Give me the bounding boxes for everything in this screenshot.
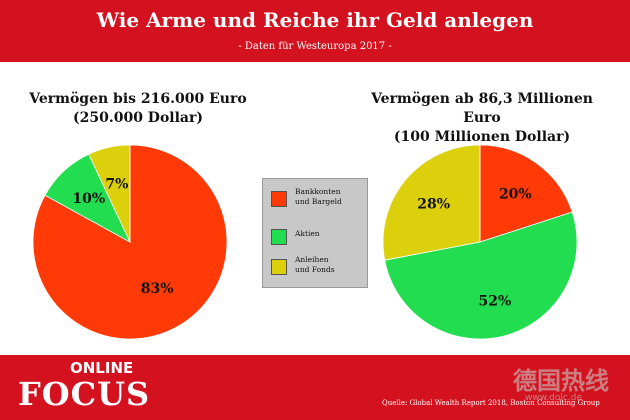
legend-label-line2: und Bargeld (295, 197, 342, 206)
pie-2-label-1: 52% (479, 293, 512, 309)
legend-swatch (271, 229, 287, 245)
chart-1-title-line2: (250.000 Dollar) (72, 110, 203, 126)
legend-swatch (271, 259, 287, 275)
chart-2-title: Vermögen ab 86,3 Millionen Euro (100 Mil… (352, 90, 612, 147)
pie-2-label-2: 28% (417, 197, 450, 213)
legend-label-line1: Aktien (295, 229, 320, 238)
legend: Bankkonten und Bargeld Aktien Anleihen u… (262, 178, 368, 288)
legend-label: Aktien (295, 229, 365, 239)
pie-1-slice-0 (32, 144, 228, 340)
source-note: Quelle: Global Wealth Report 2018, Bosto… (382, 399, 600, 407)
pie-1-slice-2 (88, 144, 131, 243)
legend-label-line1: Anleihen (295, 255, 329, 264)
page-subtitle: - Daten für Westeuropa 2017 - (238, 41, 392, 52)
legend-label: Bankkonten und Bargeld (295, 187, 365, 207)
legend-label-line1: Bankkonten (295, 187, 341, 196)
chart-1-title: Vermögen bis 216.000 Euro (250.000 Dolla… (8, 90, 268, 128)
legend-label-line2: und Fonds (295, 265, 335, 274)
pie-2-slice-1 (384, 211, 578, 340)
logo-focus-text: FOCUS (18, 375, 151, 413)
chart-1-title-line1: Vermögen bis 216.000 Euro (29, 91, 247, 107)
watermark-url: www.dolc.de (525, 393, 582, 403)
logo-online-text: ONLINE (70, 359, 134, 377)
header-banner: Wie Arme und Reiche ihr Geld anlegen - D… (0, 0, 630, 62)
watermark-logo: 德国热线 (513, 367, 609, 395)
legend-label: Anleihen und Fonds (295, 255, 365, 275)
pie-1-label-1: 10% (72, 191, 105, 207)
pie-1-label-0: 83% (141, 281, 174, 297)
pie-2-slice-2 (382, 144, 481, 261)
pie-chart-large-wealth: 20% 52% 28% (382, 144, 578, 340)
pie-2-label-0: 20% (499, 186, 532, 202)
chart-2-title-line2: (100 Millionen Dollar) (393, 129, 571, 145)
chart-2-title-line1: Vermögen ab 86,3 Millionen Euro (371, 91, 593, 126)
footer-banner: ONLINE FOCUS 德国热线 www.dolc.de Quelle: Gl… (0, 355, 630, 420)
pie-chart-small-wealth: 83% 10%7% (32, 144, 228, 340)
page-title: Wie Arme und Reiche ihr Geld anlegen (96, 8, 534, 32)
legend-swatch (271, 191, 287, 207)
pie-2-slice-0 (479, 144, 573, 243)
pie-1-label-2: 7% (105, 176, 128, 192)
